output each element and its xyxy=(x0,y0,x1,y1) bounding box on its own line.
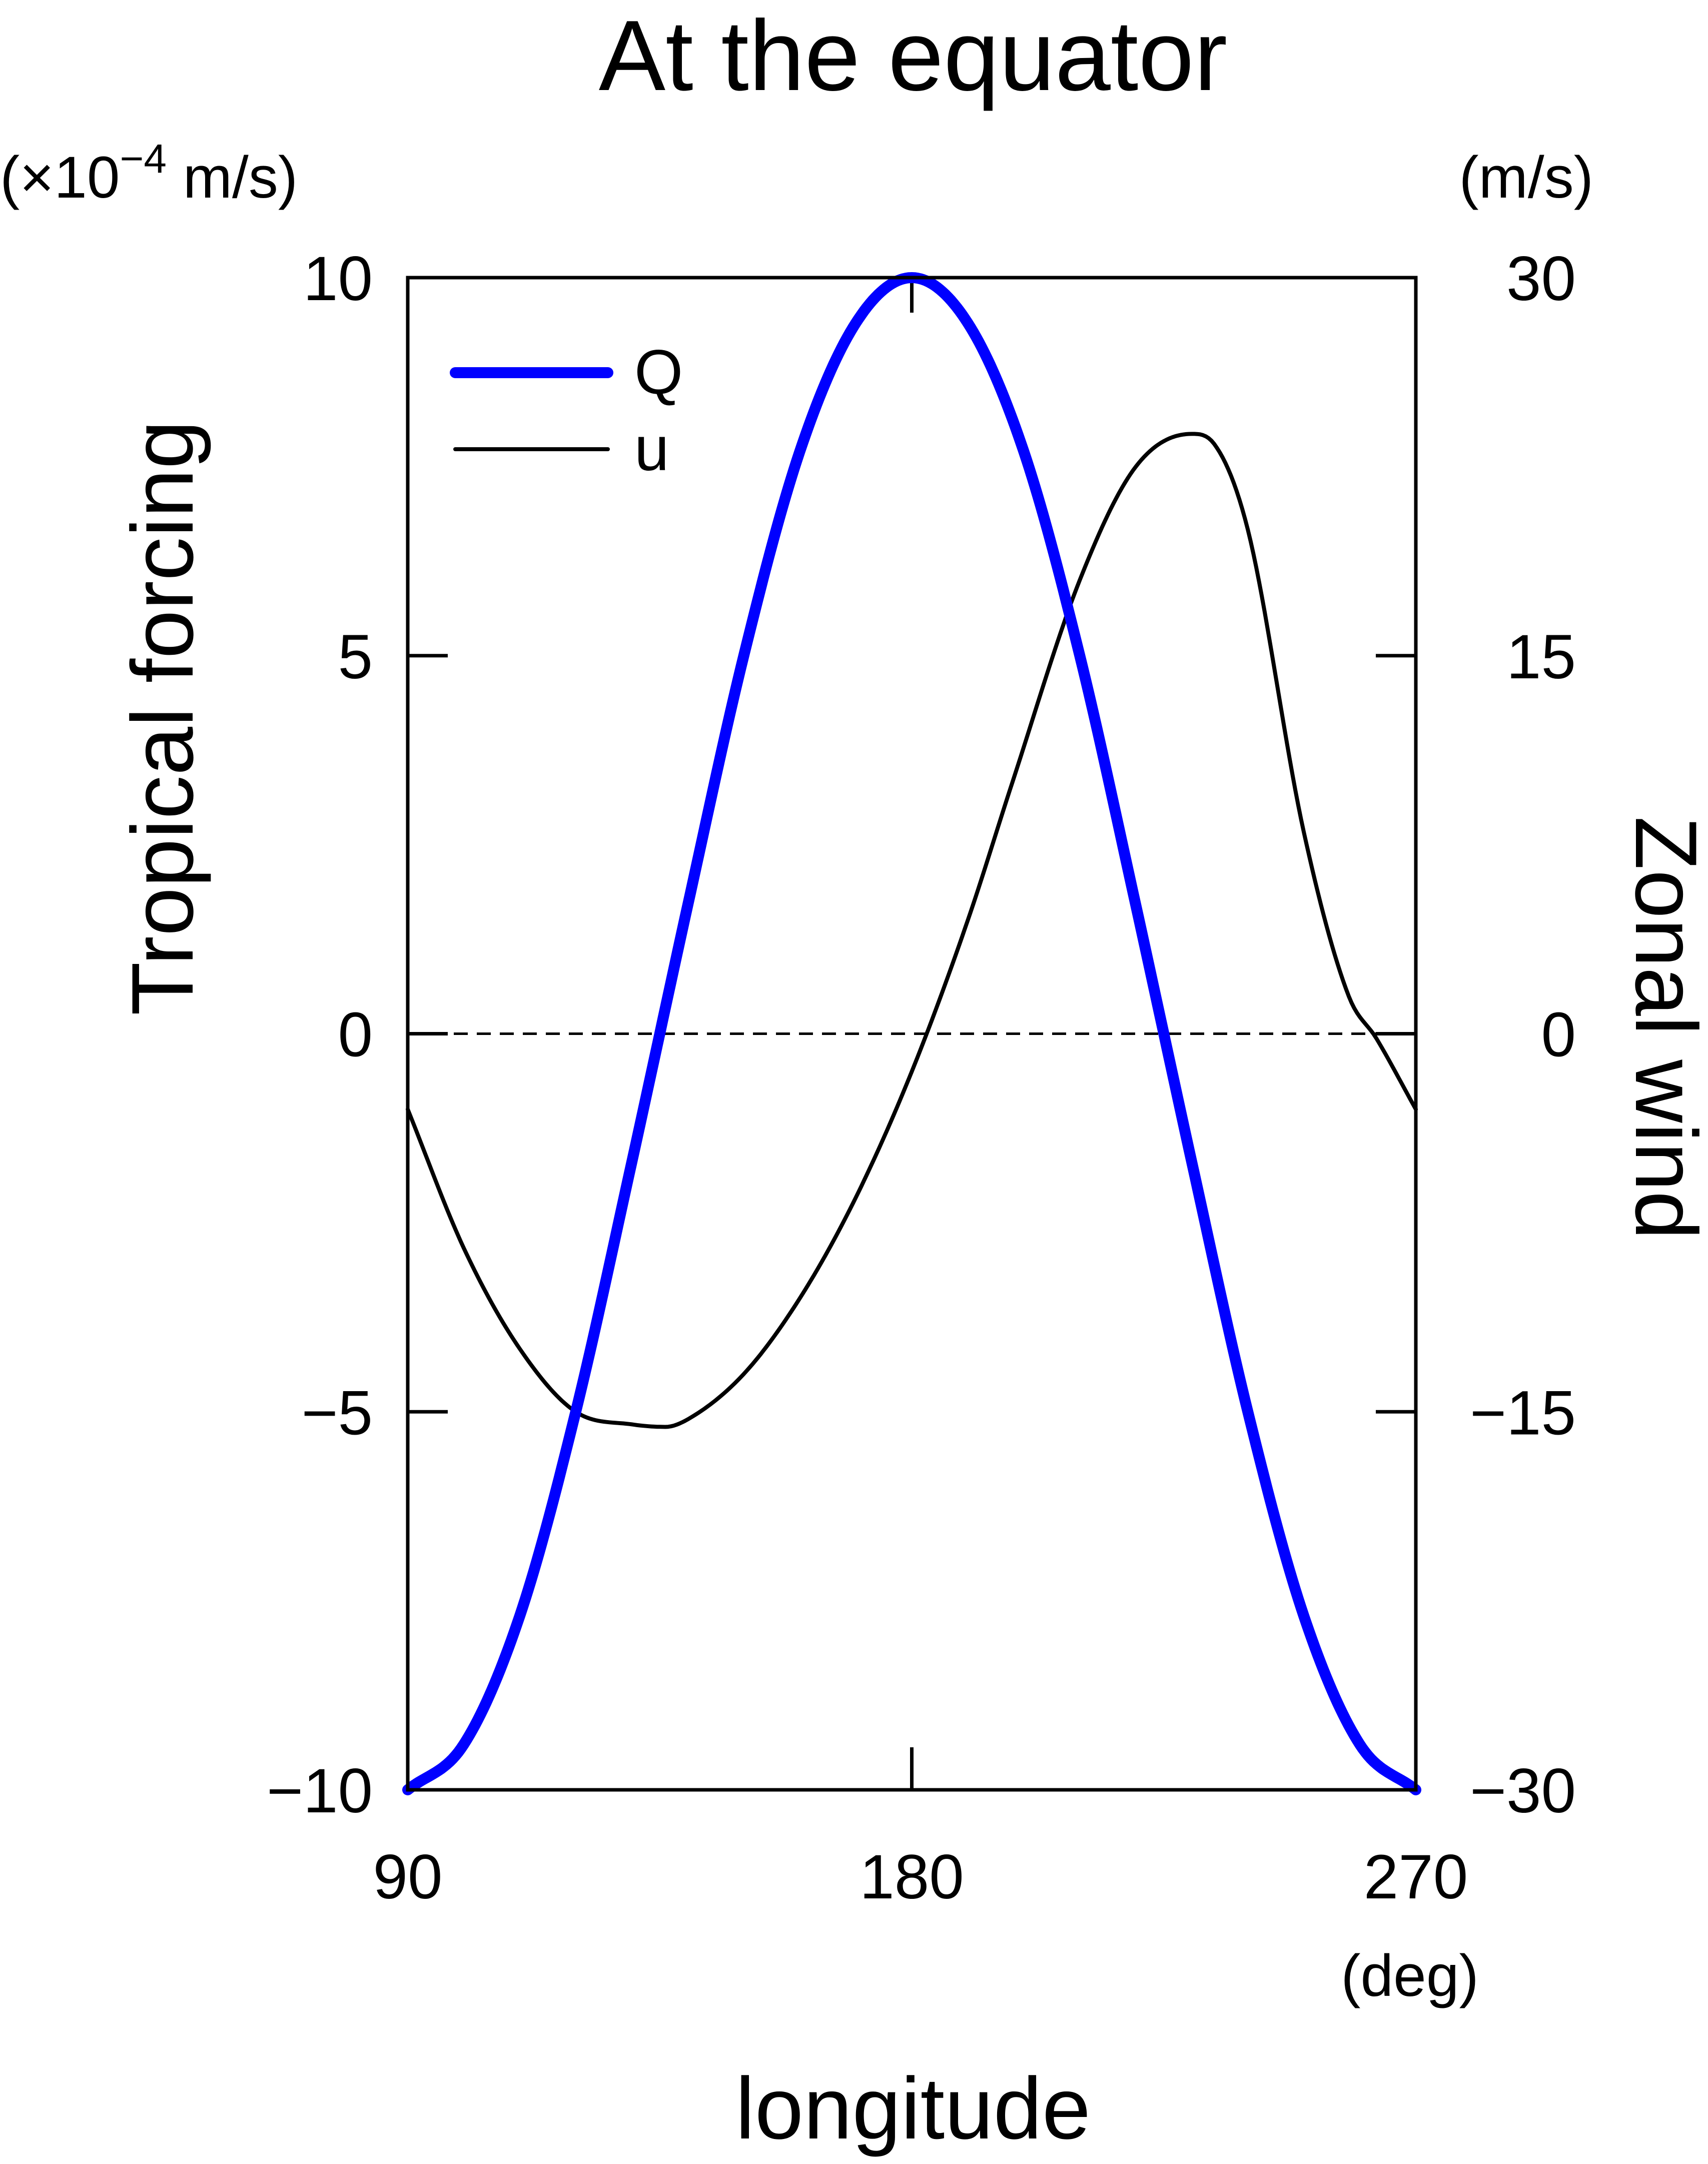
y-right-tick-label: 0 xyxy=(1541,1000,1576,1070)
y-left-tick-label: 0 xyxy=(338,1000,373,1070)
y-left-tick-label: 5 xyxy=(338,622,373,692)
x-axis-title: longitude xyxy=(735,2060,1091,2157)
y-right-tick-label: −15 xyxy=(1470,1378,1576,1448)
x-axis-unit: (deg) xyxy=(1341,1943,1478,2009)
left-axis-unit-base: (×10 xyxy=(0,145,120,211)
legend-label-Q: Q xyxy=(634,338,683,407)
y-left-tick-label: −5 xyxy=(301,1378,373,1448)
legend: Qu xyxy=(450,338,683,484)
y-right-tick-label: −30 xyxy=(1470,1756,1576,1826)
plot-frame xyxy=(406,276,1418,1792)
right-axis-unit: (m/s) xyxy=(1459,145,1593,211)
legend-label-u: u xyxy=(634,414,669,484)
plot-area xyxy=(402,272,1421,1795)
y-left-tick-label: −10 xyxy=(267,1756,373,1826)
y-left-axis-title: Tropical forcing xyxy=(114,420,212,1015)
left-axis-unit-rest: m/s) xyxy=(167,145,298,211)
y-right-tick-label: 30 xyxy=(1506,244,1576,314)
y-right-axis-title: Zonal wind xyxy=(1617,816,1708,1240)
chart-title: At the equator xyxy=(599,0,1227,112)
x-tick-label: 270 xyxy=(1364,1842,1468,1912)
x-tick-label: 180 xyxy=(860,1842,964,1912)
left-axis-unit: (×10−4 m/s) xyxy=(0,136,298,211)
tick-layer: −10 −5 0 5 10 −30 −15 0 15 30 90 180 270 xyxy=(267,244,1576,1912)
y-right-tick-label: 15 xyxy=(1506,622,1576,692)
left-axis-unit-exponent: −4 xyxy=(120,136,167,182)
y-left-tick-label: 10 xyxy=(303,244,373,314)
x-tick-label: 90 xyxy=(373,1842,442,1912)
series-u-line xyxy=(406,432,1418,1429)
